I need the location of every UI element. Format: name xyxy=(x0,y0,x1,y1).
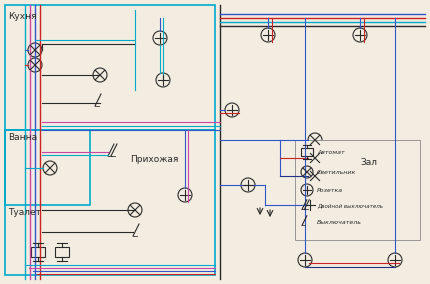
Text: Автомат: Автомат xyxy=(317,149,344,154)
Bar xyxy=(301,149,313,156)
Text: Кухня: Кухня xyxy=(8,12,37,21)
Bar xyxy=(5,5,215,130)
Text: Ванна: Ванна xyxy=(8,133,37,142)
Bar xyxy=(31,247,45,257)
Bar xyxy=(5,130,90,205)
Text: Выключатель: Выключатель xyxy=(317,220,362,224)
Text: Светильник: Светильник xyxy=(317,170,356,174)
Text: Зал: Зал xyxy=(360,158,377,167)
Bar xyxy=(295,140,420,240)
Text: Розетка: Розетка xyxy=(317,187,343,193)
Text: Прихожая: Прихожая xyxy=(130,155,178,164)
Bar xyxy=(5,130,215,275)
Bar xyxy=(55,247,69,257)
Text: Двойной выключатель: Двойной выключатель xyxy=(317,204,383,208)
Text: Туалет: Туалет xyxy=(8,208,41,217)
